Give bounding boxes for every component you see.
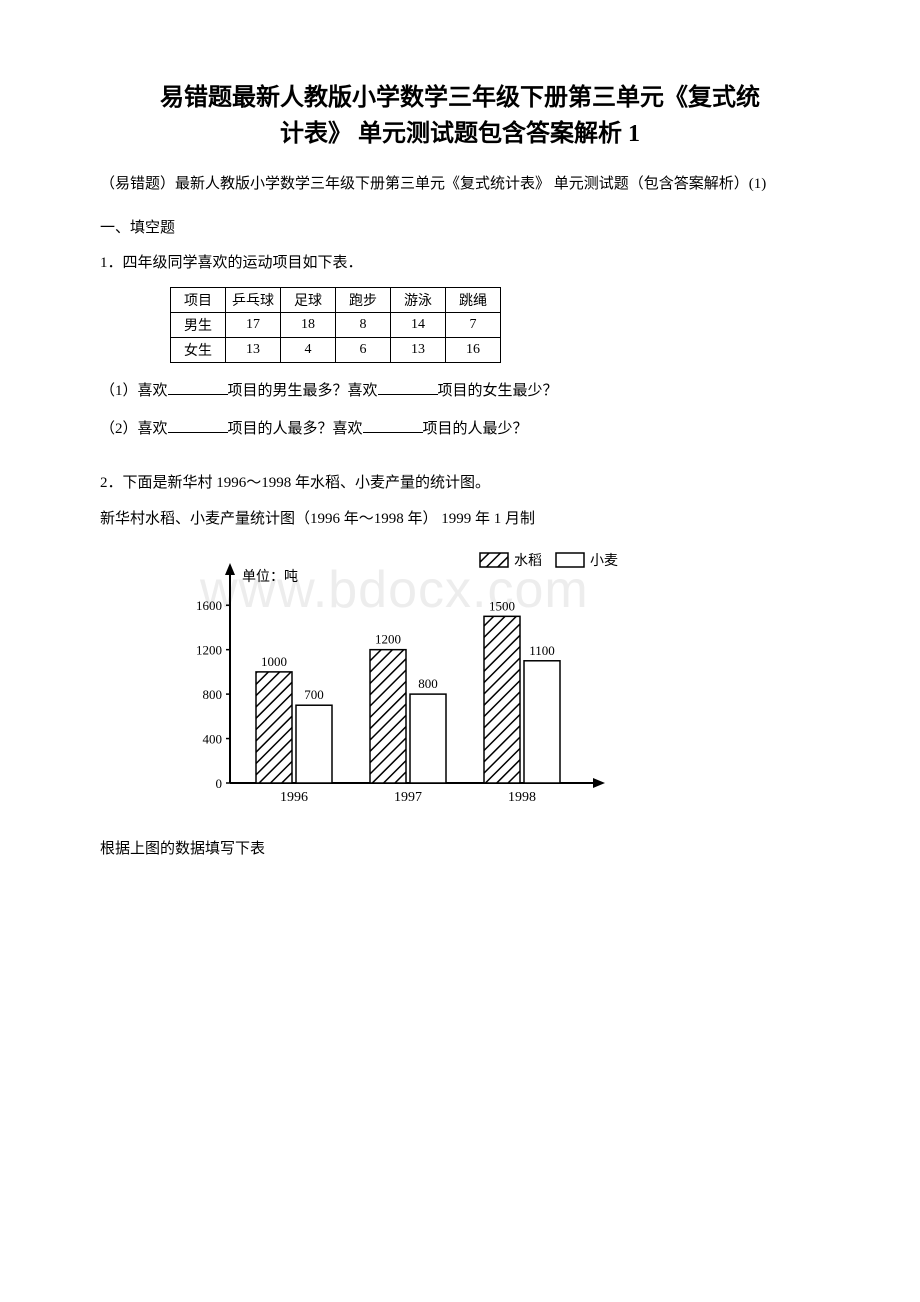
svg-text:1000: 1000 [261,654,287,669]
table-cell: 13 [391,338,446,363]
table-header-cell: 跳绳 [446,288,501,313]
table-cell: 男生 [171,313,226,338]
table-cell: 4 [281,338,336,363]
blank-field[interactable] [168,379,228,395]
blank-field[interactable] [363,417,423,433]
page-title: 易错题最新人教版小学数学三年级下册第三单元《复式统 计表》 单元测试题包含答案解… [70,80,850,152]
table-row: 女生 13 4 6 13 16 [171,338,501,363]
table-cell: 6 [336,338,391,363]
svg-text:1600: 1600 [196,598,222,613]
table-cell: 16 [446,338,501,363]
svg-text:水稻: 水稻 [514,553,542,569]
table-row: 男生 17 18 8 14 7 [171,313,501,338]
svg-text:0: 0 [216,776,223,791]
svg-text:1200: 1200 [196,643,222,658]
table-header-cell: 游泳 [391,288,446,313]
q1s1-text-c: 项目的女生最少？ [438,383,558,399]
q1s1-text-a: （1）喜欢 [100,383,168,399]
table-cell: 8 [336,313,391,338]
q1s2-text-a: （2）喜欢 [100,421,168,437]
title-line-1: 易错题最新人教版小学数学三年级下册第三单元《复式统 [160,85,760,111]
q1s2-text-c: 项目的人最少？ [423,421,528,437]
table-header-cell: 乒乓球 [226,288,281,313]
svg-text:小麦: 小麦 [590,553,618,569]
svg-text:1100: 1100 [529,643,555,658]
svg-text:1997: 1997 [394,790,422,805]
table-cell: 14 [391,313,446,338]
table-cell: 女生 [171,338,226,363]
table-cell: 7 [446,313,501,338]
svg-text:400: 400 [203,732,223,747]
title-line-2: 计表》 单元测试题包含答案解析 1 [280,121,640,147]
bar-chart: 水稻 小麦单位：吨 0 400 800 1200 1600 1000 700 1996 1200 80… [170,543,850,823]
table-header-cell: 跑步 [336,288,391,313]
question-1: 1．四年级同学喜欢的运动项目如下表． [70,251,850,275]
sports-table: 项目 乒乓球 足球 跑步 游泳 跳绳 男生 17 18 8 14 7 女生 13… [170,287,501,363]
table-header-cell: 项目 [171,288,226,313]
svg-text:800: 800 [418,676,438,691]
table-cell: 13 [226,338,281,363]
blank-field[interactable] [378,379,438,395]
svg-text:800: 800 [203,687,223,702]
bar-chart-svg: 水稻 小麦单位：吨 0 400 800 1200 1600 1000 700 1996 1200 80… [170,543,630,823]
section-header: 一、填空题 [70,216,850,237]
table-header-cell: 足球 [281,288,336,313]
after-chart-text: 根据上图的数据填写下表 [70,837,850,858]
table-cell: 17 [226,313,281,338]
svg-text:700: 700 [304,687,324,702]
svg-text:1200: 1200 [375,632,401,647]
question-1-sub-1: （1）喜欢 项目的男生最多？喜欢 项目的女生最少？ [70,379,850,403]
q1s1-text-b: 项目的男生最多？喜欢 [228,383,378,399]
chart-caption: 新华村水稻、小麦产量统计图（1996 年～1998 年） 1999 年 1 月制 [70,507,850,531]
subtitle: （易错题）最新人教版小学数学三年级下册第三单元《复式统计表》 单元测试题（包含答… [70,172,850,196]
q1s2-text-b: 项目的人最多？喜欢 [228,421,363,437]
svg-text:1998: 1998 [508,790,536,805]
table-header-row: 项目 乒乓球 足球 跑步 游泳 跳绳 [171,288,501,313]
question-1-sub-2: （2）喜欢 项目的人最多？喜欢 项目的人最少？ [70,417,850,441]
table-cell: 18 [281,313,336,338]
question-2: 2．下面是新华村 1996～1998 年水稻、小麦产量的统计图。 [70,471,850,495]
svg-text:1500: 1500 [489,598,515,613]
svg-text:单位：吨: 单位：吨 [242,569,298,585]
blank-field[interactable] [168,417,228,433]
svg-text:1996: 1996 [280,790,308,805]
